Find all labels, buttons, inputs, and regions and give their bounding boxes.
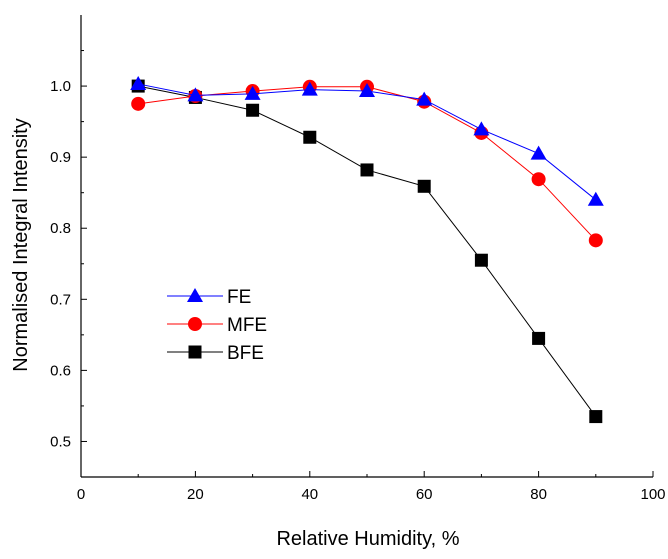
legend-marker bbox=[188, 317, 202, 331]
y-tick-label: 0.8 bbox=[50, 220, 71, 237]
legend-item-bfe: BFE bbox=[167, 343, 264, 364]
data-point-bfe bbox=[474, 253, 488, 267]
data-point-fe bbox=[301, 81, 318, 96]
data-point-fe bbox=[416, 91, 433, 106]
series-fe bbox=[130, 75, 604, 206]
data-point-mfe bbox=[588, 233, 603, 248]
legend-marker bbox=[187, 288, 203, 302]
data-point-bfe bbox=[303, 130, 317, 144]
legend-label: BFE bbox=[227, 343, 264, 364]
data-point-bfe bbox=[360, 163, 374, 177]
legend-item-fe: FE bbox=[167, 287, 251, 308]
data-point-fe bbox=[244, 85, 261, 100]
x-tick-label: 40 bbox=[301, 486, 318, 503]
x-axis: 0 20 40 60 80 100 bbox=[77, 471, 666, 503]
y-axis: 0.5 0.6 0.7 0.8 0.9 1.0 bbox=[50, 50, 87, 450]
legend-marker bbox=[188, 345, 202, 359]
data-point-bfe bbox=[589, 410, 603, 424]
y-tick-label: 0.7 bbox=[50, 291, 71, 308]
data-point-mfe bbox=[531, 172, 546, 187]
data-point-fe bbox=[530, 145, 547, 160]
series-bfe bbox=[131, 79, 603, 424]
series-layer bbox=[130, 75, 604, 424]
data-point-bfe bbox=[417, 179, 431, 193]
x-tick-label: 0 bbox=[77, 486, 85, 503]
series-line-bfe bbox=[138, 85, 597, 417]
data-point-fe bbox=[587, 191, 604, 206]
legend-label: FE bbox=[227, 287, 251, 308]
y-tick-label: 1.0 bbox=[50, 78, 71, 95]
data-point-fe bbox=[359, 83, 375, 98]
legend-item-mfe: MFE bbox=[167, 315, 267, 336]
data-point-bfe bbox=[246, 103, 260, 117]
data-point-fe bbox=[130, 75, 147, 90]
y-tick-label: 0.5 bbox=[50, 433, 71, 450]
data-point-mfe bbox=[131, 96, 146, 111]
x-axis-title: Relative Humidity, % bbox=[276, 528, 459, 550]
legend-label: MFE bbox=[227, 315, 267, 336]
x-tick-label: 100 bbox=[640, 486, 665, 503]
legend: FE MFE BFE bbox=[167, 287, 267, 364]
x-tick-label: 60 bbox=[416, 486, 433, 503]
data-point-fe bbox=[473, 121, 490, 136]
y-tick-label: 0.9 bbox=[50, 149, 71, 166]
y-axis-title: Normalised Integral Intensity bbox=[10, 118, 32, 371]
y-tick-label: 0.6 bbox=[50, 362, 71, 379]
data-point-bfe bbox=[532, 331, 546, 345]
x-tick-label: 20 bbox=[187, 486, 204, 503]
series-line-fe bbox=[138, 83, 597, 201]
x-tick-label: 80 bbox=[530, 486, 547, 503]
data-point-fe bbox=[187, 87, 204, 102]
